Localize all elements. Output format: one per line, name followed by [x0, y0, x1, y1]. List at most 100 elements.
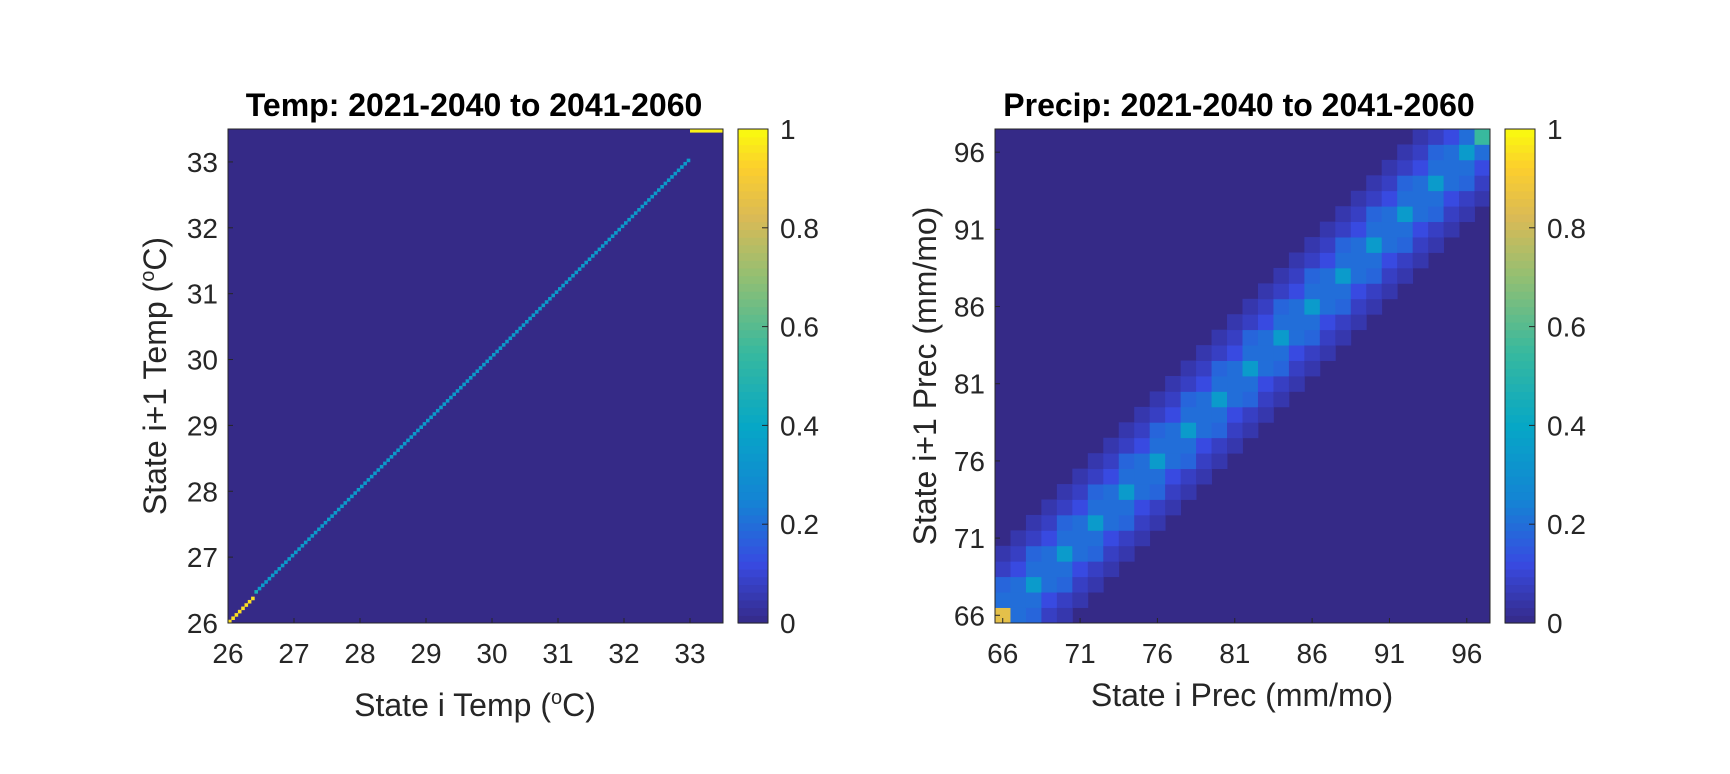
temp-heatmap-cell — [624, 221, 628, 225]
precip-heatmap-cell — [1257, 314, 1274, 331]
temp-colorbar-segment — [738, 183, 768, 192]
temp-heatmap-cell — [449, 395, 453, 400]
precip-heatmap-cell — [1134, 499, 1151, 516]
temp-heatmap-cell — [643, 201, 648, 206]
temp-colorbar-segment — [738, 538, 768, 547]
precip-heatmap-cell — [1397, 221, 1414, 238]
precip-heatmap-cell — [1041, 592, 1058, 608]
precip-heatmap-cell — [1443, 159, 1460, 176]
temp-heatmap-cell — [257, 586, 262, 591]
temp-colorbar-segment — [738, 213, 768, 223]
precip-colorbar-tick-label: 0.2 — [1547, 509, 1586, 540]
temp-colorbar-tick-label: 0.4 — [780, 410, 819, 441]
precip-heatmap-cell — [1350, 252, 1367, 269]
temp-heatmap-cell — [366, 478, 371, 482]
precip-colorbar-segment — [1505, 476, 1535, 485]
precip-heatmap-cell — [1412, 206, 1429, 223]
precip-heatmap-cell — [1072, 499, 1089, 516]
precip-heatmap-cell — [1180, 360, 1197, 377]
precip-heatmap-cell — [1366, 206, 1383, 223]
precip-heatmap-cell — [1428, 190, 1444, 207]
precip-colorbar-segment — [1505, 607, 1535, 616]
precip-colorbar-segment — [1505, 152, 1535, 161]
temp-heatmap-cell — [548, 296, 552, 301]
precip-x-tick-label: 76 — [1142, 638, 1173, 669]
precip-heatmap-cell — [1242, 406, 1259, 423]
precip-heatmap-cell — [1072, 545, 1089, 562]
precip-heatmap-cell — [1273, 391, 1290, 408]
precip-heatmap-cell — [1087, 561, 1104, 578]
precip-heatmap-cell — [1459, 159, 1475, 176]
precip-heatmap-cell — [1056, 514, 1073, 531]
temp-heatmap-cell — [551, 293, 555, 298]
precip-heatmap-cell — [1397, 175, 1414, 192]
precip-heatmap-cell — [1366, 175, 1383, 192]
precip-heatmap-cell — [1273, 329, 1290, 346]
precip-heatmap-cell — [1227, 314, 1243, 331]
precip-colorbar-segment — [1505, 538, 1535, 547]
precip-heatmap-cell — [1381, 237, 1398, 253]
precip-colorbar-segment — [1505, 368, 1535, 377]
precip-heatmap-cell — [1103, 514, 1120, 531]
precip-x-axis-label: State i Prec (mm/mo) — [1091, 677, 1393, 713]
temp-colorbar-segment — [738, 445, 768, 454]
temp-x-axis-label: State i Temp (oC) — [354, 687, 596, 723]
temp-y-tick-label: 28 — [187, 476, 218, 507]
precip-panel: Precip: 2021-2040 to 2041-2060 66 71 76 81 8… — [907, 87, 1586, 713]
temp-axes-frame — [227, 128, 724, 624]
temp-colorbar-segment — [738, 576, 768, 586]
precip-heatmap-cell — [1041, 607, 1058, 624]
precip-heatmap-cell — [1381, 267, 1398, 284]
precip-heatmap-cell — [1335, 298, 1352, 315]
precip-heatmap-cell — [1134, 468, 1151, 485]
temp-heatmap-cell — [663, 181, 668, 186]
temp-heatmap-cell — [383, 461, 387, 466]
precip-heatmap-cell — [1165, 437, 1182, 454]
precip-heatmap-cell — [1056, 545, 1073, 562]
precip-heatmap-cell — [1087, 514, 1104, 531]
temp-heatmap-cell — [373, 471, 377, 476]
temp-heatmap-cell — [607, 237, 612, 242]
temp-heatmap-cell — [323, 520, 328, 525]
precip-heatmap-cell — [1103, 530, 1120, 547]
temp-heatmap-cell — [558, 287, 562, 291]
temp-heatmap-cell — [340, 504, 344, 509]
temp-heatmap-cell — [505, 339, 509, 344]
precip-colorbar-segment — [1505, 422, 1535, 431]
precip-heatmap-cell — [1412, 237, 1429, 253]
precip-colorbar-segment — [1505, 213, 1535, 223]
temp-heatmap-cell — [630, 214, 635, 219]
precip-heatmap-cell — [1134, 484, 1151, 500]
precip-colorbar-segment — [1505, 592, 1535, 601]
temp-heatmap-cell — [660, 184, 664, 189]
precip-heatmap-cell — [1041, 576, 1058, 593]
temp-heatmap-cell — [574, 270, 579, 275]
precip-colorbar-frame — [1504, 128, 1536, 624]
precip-heatmap-cell — [1474, 144, 1491, 161]
temp-heatmap-cell — [538, 306, 542, 311]
temp-heatmap-cell — [261, 583, 265, 588]
precip-colorbar-segment — [1505, 267, 1535, 277]
precip-heatmap-cell — [1319, 329, 1336, 346]
temp-heatmap-cell — [670, 175, 674, 179]
precip-heatmap-cell — [1165, 468, 1182, 485]
temp-heatmap-cell — [290, 553, 295, 558]
precip-heatmap-cell — [1257, 406, 1274, 423]
temp-heatmap-cell — [422, 422, 427, 426]
precip-heatmap-cell — [1025, 576, 1042, 593]
precip-heatmap-cell — [1165, 422, 1182, 439]
temp-colorbar-segment — [738, 507, 768, 516]
precip-heatmap-cell — [1381, 283, 1398, 300]
precip-colorbar-segment — [1505, 314, 1535, 323]
precip-heatmap-cell — [1103, 453, 1120, 470]
temp-colorbar-segment — [738, 599, 768, 609]
precip-heatmap-cell — [1242, 376, 1259, 392]
temp-colorbar-segment — [738, 198, 768, 207]
precip-heatmap-cell — [1350, 267, 1367, 284]
temp-heatmap-cell — [637, 208, 641, 212]
precip-heatmap-cell — [1319, 314, 1336, 331]
temp-heatmap-cell — [455, 389, 460, 393]
temp-heatmap-cell — [396, 448, 400, 453]
precip-heatmap-cell — [1412, 252, 1429, 269]
precip-colorbar-segment — [1505, 553, 1535, 562]
